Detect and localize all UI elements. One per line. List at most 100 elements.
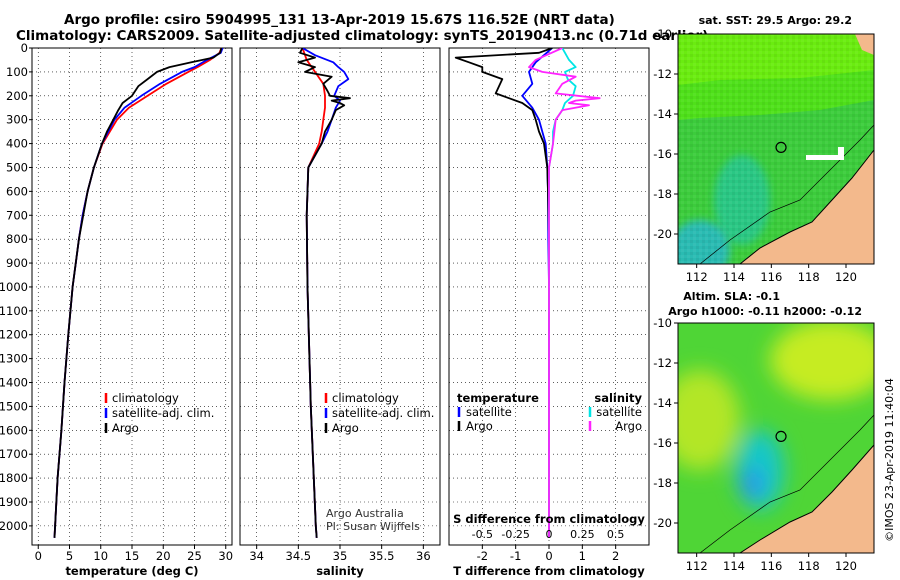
diff-xtick-label: 1 [579,549,586,563]
legend-label-climatology: climatology [112,391,179,405]
sal-xtick-label: 34.5 [286,549,312,563]
depth-tick-label: 400 [6,137,28,151]
legend-label-satellite: satellite-adj. clim. [112,406,214,420]
sal-panel: 34 34.5 35 35.5 36 salinity [239,47,441,578]
depth-tick-label: 900 [6,256,28,270]
depth-tick-label: 1100 [0,304,28,318]
sst-map-gap [806,147,844,160]
depth-tick-label: 1900 [0,495,28,509]
sst-map-coastline [739,149,874,264]
map-ytick-label: -18 [653,187,672,201]
map-ytick-label: -14 [653,396,672,410]
sal-xtick-label: 34 [249,549,264,563]
temp-xtick-label: 20 [156,549,171,563]
sla-map-low-patch [736,430,784,510]
diff-legend-temp-label-satellite: satellite [466,405,512,419]
diff-legend-temp-label-argo: Argo [466,419,493,433]
depth-tick-label: 100 [6,65,28,79]
depth-tick-label: 0 [21,41,28,55]
temp-panel: 0100200300400500600700800900100011001200… [0,41,233,578]
sla-map-high-patch [770,323,874,400]
temp-series-climatology [53,48,223,538]
map-ytick-label: -18 [653,476,672,490]
map-ytick-label: -20 [653,516,672,530]
depth-tick-label: 2000 [0,519,28,533]
temp-series-satellite-adj-clim- [53,48,224,538]
temp-xtick-label: 15 [125,549,140,563]
temp-xtick-label: 0 [35,549,42,563]
diff-xlabel-salinity: S difference from climatology [453,512,645,526]
depth-tick-label: 500 [6,160,28,174]
depth-tick-label: 1500 [0,399,28,413]
temp-series [53,48,224,538]
salinity-annotation: PI: Susan Wijffels [326,520,420,533]
map-xtick-label: 112 [686,559,708,573]
diff-legend-sal-title: salinity [594,391,642,405]
map-ytick-label: -16 [653,436,672,450]
temp-series-argo [53,48,223,538]
diff-panel: -2 -1 0 1 2T difference from climatology [448,47,650,578]
depth-tick-label: 300 [6,113,28,127]
sst-map: 112 114 116 118 120 -10 -12 -14 -16 -18 -20 [653,27,875,284]
temp-xtick-label: 25 [187,549,202,563]
diff-xtick-label: -2 [477,549,488,563]
diff-series-temperature-argo [454,48,553,538]
depth-tick-label: 1800 [0,471,28,485]
diff-xtick-label: 2 [612,549,619,563]
diff-salinity-tick-label: 0.5 [607,528,625,541]
sal-xtick-label: 36 [416,549,431,563]
sal-grid [240,47,440,545]
sst-map-land [740,150,874,264]
sla-map-land [740,445,874,553]
depth-tick-label: 1700 [0,447,28,461]
map-xtick-label: 114 [723,270,745,284]
legend-label-argo: Argo [332,421,359,435]
map-ytick-label: -12 [653,67,672,81]
map-ytick-label: -14 [653,107,672,121]
sal-xlabel: salinity [316,564,364,578]
sla-map-frame [677,322,875,554]
temp-grid [32,47,232,545]
depth-tick-label: 1600 [0,423,28,437]
temp-xtick-label: 30 [218,549,233,563]
map-ytick-label: -10 [653,316,672,330]
diff-salinity-tick-label: 0 [546,528,553,541]
legend-label-satellite: satellite-adj. clim. [332,406,434,420]
diff-legend-sal-label-sal_satellite: satellite [596,405,642,419]
sal-series-satellite-adj-clim- [302,48,350,538]
sla-map-low-core [742,468,762,500]
depth-tick-label: 800 [6,232,28,246]
sla-map-argo-marker [775,430,787,442]
sla-map: 112 114 116 118 120 -10 -12 -14 -16 -18 -20 [653,316,875,573]
diff-series-salinity-satellite [548,48,577,538]
sst-map-shelf-contour [699,124,874,264]
diff-series-temperature-satellite [521,48,553,538]
diff-legend-temp-title: temperature [457,391,539,405]
sal-xtick-label: 35 [333,549,348,563]
legend-label-argo: Argo [112,421,139,435]
sst-map-land-north [855,34,874,55]
sal-series [297,48,351,538]
temp-xtick-label: 5 [66,549,73,563]
credit-text: ©IMOS 23-Apr-2019 11:40:04 [883,378,896,542]
sla-map-shelf-contour [699,414,874,553]
depth-tick-label: 1300 [0,352,28,366]
map-xtick-label: 118 [798,559,820,573]
map-xtick-label: 116 [760,559,782,573]
map-xtick-label: 120 [835,559,857,573]
diff-series [454,48,601,538]
diff-xtick-label: -1 [510,549,521,563]
diff-salinity-tick-label: -0.25 [501,528,529,541]
map-ytick-label: -10 [653,27,672,41]
diff-legend-sal-label-sal_argo: Argo [615,419,642,433]
title-line-1: Argo profile: csiro 5904995_131 13-Apr-2… [64,12,615,28]
diff-salinity-tick-label: -0.5 [472,528,493,541]
temp-xtick-label: 10 [93,549,108,563]
depth-tick-label: 1000 [0,280,28,294]
depth-tick-label: 1200 [0,328,28,342]
sst-map-title: sat. SST: 29.5 Argo: 29.2 [698,14,852,27]
depth-tick-label: 700 [6,208,28,222]
diff-salinity-tick-label: 0.25 [570,528,595,541]
map-xtick-label: 112 [686,270,708,284]
